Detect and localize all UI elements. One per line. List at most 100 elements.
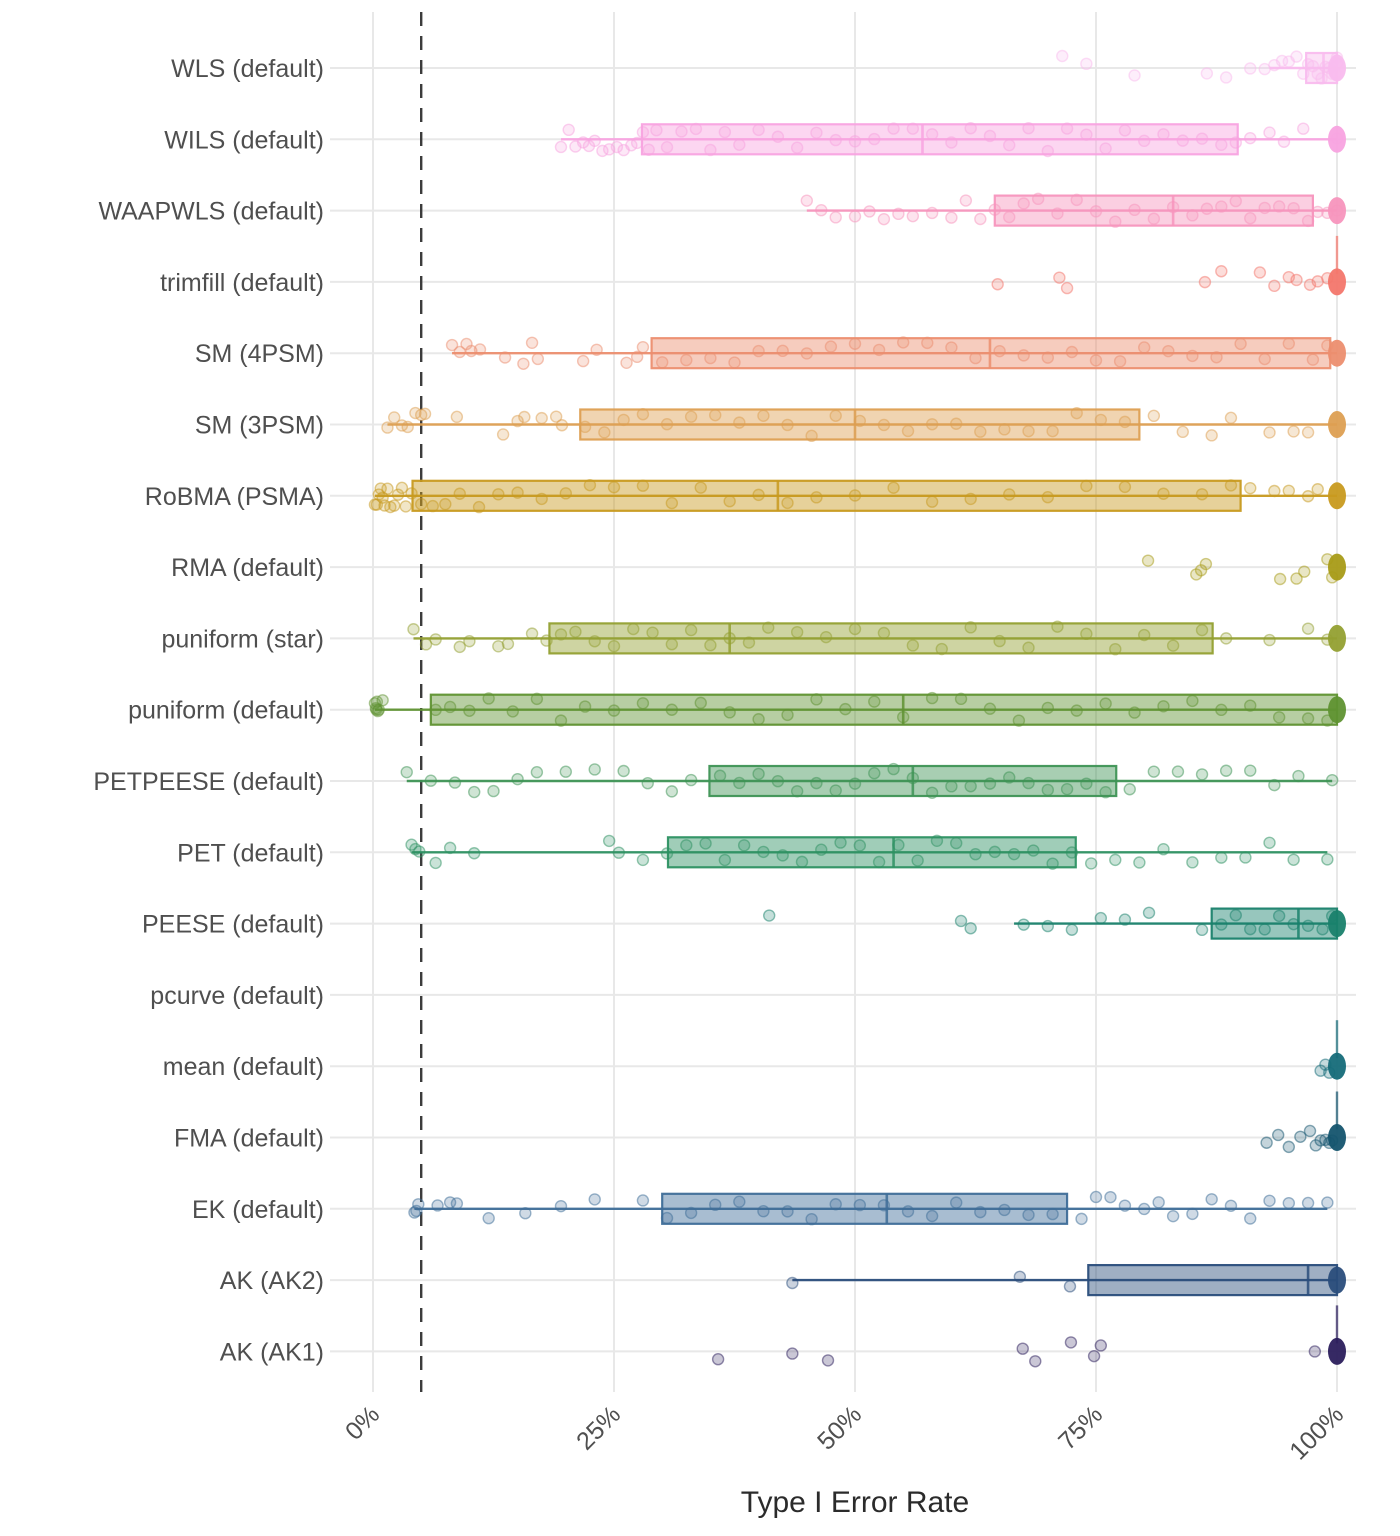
data-point: [983, 129, 997, 143]
data-point: [1195, 132, 1209, 145]
data-point: [897, 336, 910, 349]
data-point: [612, 846, 626, 859]
data-point: [1157, 700, 1170, 713]
data-point: [578, 700, 592, 713]
data-point: [405, 487, 418, 500]
y-axis-label: pcurve (default): [150, 982, 324, 1010]
data-point: [1022, 776, 1035, 790]
data-point: [1080, 627, 1093, 641]
data-point: [1292, 769, 1305, 783]
data-point: [872, 343, 886, 357]
data-point: [1141, 554, 1155, 567]
data-point: [1306, 353, 1320, 366]
data-point: [723, 632, 736, 645]
data-point: [815, 203, 828, 217]
data-point: [1287, 201, 1300, 215]
data-point: [511, 772, 524, 786]
data-point: [429, 856, 442, 870]
data-point: [680, 839, 693, 852]
data-point: [1118, 913, 1132, 926]
data-point: [1215, 703, 1228, 717]
data-point: [1290, 572, 1303, 585]
data-point: [959, 194, 973, 207]
y-axis-label: FMA (default): [174, 1125, 324, 1153]
data-point: [1315, 72, 1328, 85]
data-point: [964, 621, 977, 634]
data-point: [1195, 923, 1209, 937]
data-point: [1017, 349, 1030, 362]
data-point: [810, 491, 823, 504]
cluster-blob-100: [1328, 624, 1346, 652]
boxplot-rows: [368, 49, 1346, 1368]
data-point: [829, 211, 842, 224]
data-point: [1321, 853, 1334, 866]
data-point: [1171, 765, 1185, 778]
data-point: [757, 845, 770, 859]
data-point: [554, 1199, 568, 1213]
data-point: [578, 420, 592, 434]
data-point: [1219, 764, 1233, 777]
data-point: [945, 341, 958, 354]
data-point: [1094, 1339, 1108, 1352]
data-point: [617, 764, 630, 778]
cluster-blob-100: [1328, 197, 1346, 225]
y-axis-label: PET (default): [177, 839, 324, 867]
data-point: [762, 621, 775, 634]
data-point: [1123, 783, 1136, 796]
data-point: [853, 839, 867, 852]
data-point: [704, 639, 717, 652]
data-point: [1137, 134, 1151, 148]
data-point: [627, 622, 640, 636]
data-point: [974, 1205, 987, 1219]
data-point: [391, 488, 405, 501]
data-point: [1277, 135, 1291, 148]
data-point: [921, 336, 934, 350]
x-axis-tick-label: 100%: [1284, 1400, 1349, 1465]
data-point: [1022, 424, 1035, 438]
data-point: [675, 125, 688, 138]
data-point: [1290, 50, 1303, 63]
data-point: [709, 1198, 722, 1212]
data-point: [1311, 483, 1324, 496]
row-ek-default: [408, 1190, 1334, 1226]
data-point: [795, 855, 809, 869]
data-point: [1258, 923, 1271, 936]
data-point: [388, 411, 401, 424]
x-axis-tick-label: 75%: [1053, 1400, 1108, 1455]
data-point: [925, 786, 939, 799]
data-point: [1268, 279, 1281, 293]
data-point: [1234, 337, 1247, 351]
data-point: [519, 1206, 532, 1220]
data-point: [1205, 1193, 1218, 1206]
data-point: [897, 710, 910, 724]
data-point: [848, 135, 862, 148]
data-point: [1263, 836, 1276, 849]
data-point: [1260, 1136, 1273, 1149]
data-point: [1263, 426, 1276, 439]
data-point: [511, 414, 524, 428]
data-point: [742, 636, 756, 649]
data-point: [964, 492, 977, 506]
data-point: [848, 777, 862, 790]
data-point: [954, 914, 968, 928]
data-point: [1065, 846, 1079, 859]
data-point: [680, 353, 693, 367]
data-point: [656, 356, 669, 369]
row-peese-default: [763, 906, 1346, 940]
data-point: [757, 409, 770, 422]
data-point: [901, 1205, 915, 1218]
data-point: [853, 414, 867, 428]
data-point: [646, 626, 659, 639]
data-point: [718, 853, 732, 867]
data-point: [1087, 1349, 1101, 1363]
data-point: [620, 356, 633, 369]
data-point: [468, 847, 481, 860]
y-axis-label: SM (4PSM): [195, 340, 324, 368]
data-point: [443, 841, 457, 855]
data-point: [983, 777, 997, 790]
data-point: [1099, 786, 1112, 799]
data-point: [1089, 1190, 1103, 1204]
row-wls-default: [1056, 49, 1346, 85]
data-point: [723, 495, 736, 508]
row-trimfill-default: [991, 235, 1346, 296]
